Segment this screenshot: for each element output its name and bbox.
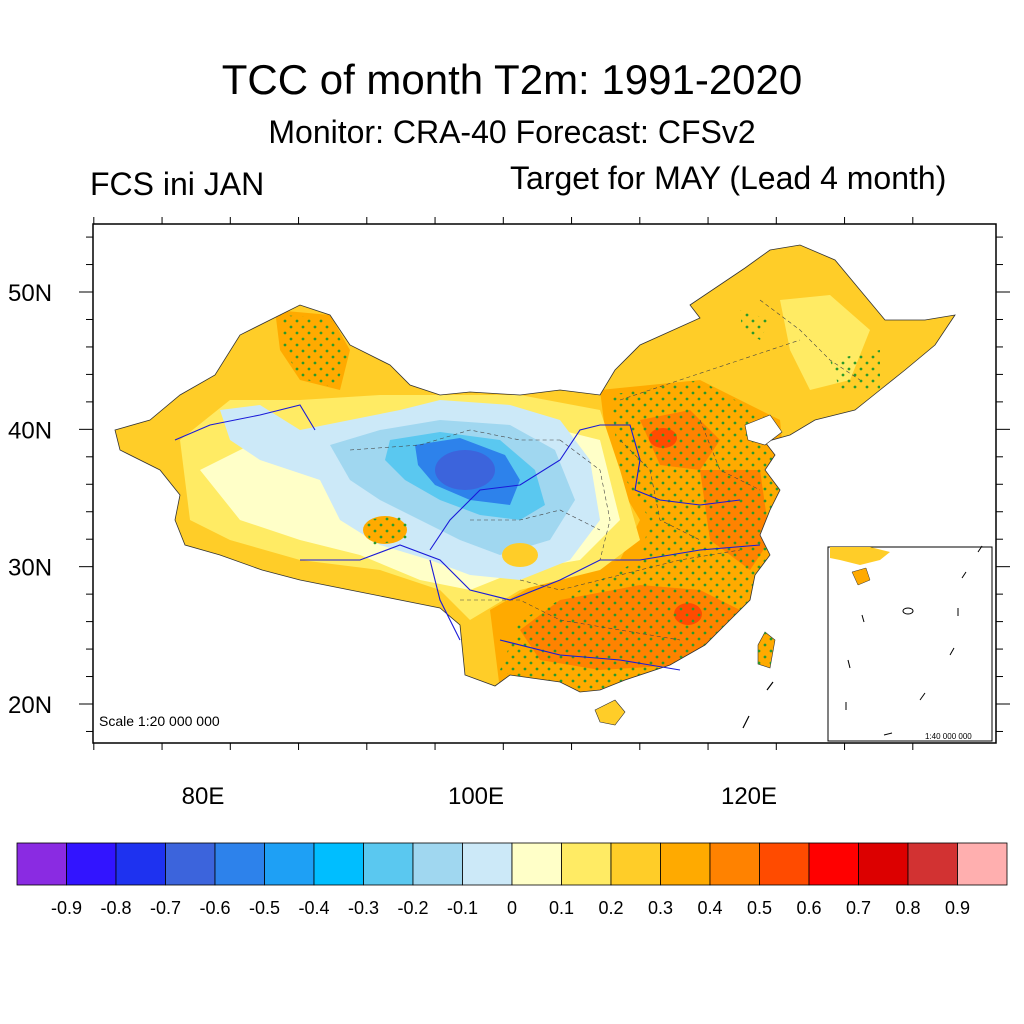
field-warm-blob-2 (502, 543, 538, 567)
colorbar-swatch (957, 842, 1008, 886)
colorbar-label: 0.3 (648, 898, 673, 918)
colorbar-swatch (907, 842, 958, 886)
colorbar-label: 0.1 (549, 898, 574, 918)
colorbar-label: 0.7 (846, 898, 871, 918)
china-outline (114, 244, 956, 693)
province-boundaries (349, 299, 861, 641)
colorbar-label: -0.6 (199, 898, 230, 918)
colorbar-swatch (808, 842, 859, 886)
colorbar-labels: -0.9 -0.8 -0.7 -0.6 -0.5 -0.4 -0.3 -0.2 -0.1 0 0.1… (51, 898, 970, 918)
lat-label: 30N (8, 555, 52, 582)
lon-labels: 80E 100E 120E (182, 783, 777, 810)
colorbar-swatch (16, 842, 67, 886)
colorbar-label: -0.7 (150, 898, 181, 918)
stipple-ne2 (830, 350, 880, 390)
colorbar-label: -0.2 (397, 898, 428, 918)
colorbar-swatch (214, 842, 265, 886)
page-subtitle: Monitor: CRA-40 Forecast: CFSv2 (268, 114, 756, 150)
inset-scale-text: 1:40 000 000 (925, 732, 972, 741)
colorbar-label: 0 (507, 898, 517, 918)
colorbar-swatch (759, 842, 810, 886)
stipple-east (500, 380, 785, 690)
colorbar-label: 0.2 (598, 898, 623, 918)
bohai-sea (744, 414, 783, 446)
colorbar-label: -0.3 (348, 898, 379, 918)
colorbar-swatch (660, 842, 711, 886)
colorbar-swatch (313, 842, 364, 886)
lon-label: 80E (182, 783, 225, 810)
colorbar-swatch (561, 842, 612, 886)
colorbar-label: -0.4 (298, 898, 329, 918)
colorbar-swatch (511, 842, 562, 886)
colorbar-swatch (462, 842, 513, 886)
colorbar-label: -0.9 (51, 898, 82, 918)
colorbar-label: 0.6 (796, 898, 821, 918)
colorbar-swatch (165, 842, 216, 886)
colorbar-label: 0.9 (945, 898, 970, 918)
colorbar-swatch (610, 842, 661, 886)
stipple-ne (740, 310, 770, 340)
south-china-sea-inset: 1:40 000 000 (827, 545, 993, 742)
colorbar-label: -0.5 (249, 898, 280, 918)
colorbar-swatch (858, 842, 909, 886)
colorbar-swatch (412, 842, 463, 886)
scale-text: Scale 1:20 000 000 (99, 713, 220, 729)
stipple-plateau (365, 515, 410, 545)
colorbar-label: -0.8 (100, 898, 131, 918)
colorbar-swatch (264, 842, 315, 886)
colorbar-swatch (66, 842, 117, 886)
colorbar-swatch (363, 842, 414, 886)
colorbar-label: 0.5 (747, 898, 772, 918)
colorbar-swatch (115, 842, 166, 886)
colorbar (16, 842, 1008, 886)
lon-label: 120E (721, 783, 777, 810)
rivers (174, 404, 761, 671)
colorbar-label: 0.8 (895, 898, 920, 918)
axis-ticks (79, 217, 1010, 750)
stipple-nw (280, 315, 348, 388)
hainan-island (594, 699, 626, 726)
init-label: FCS ini JAN (90, 166, 265, 202)
colorbar-label: -0.1 (447, 898, 478, 918)
field-deep-blue (435, 450, 495, 490)
page-title: TCC of month T2m: 1991-2020 (221, 56, 803, 103)
lat-label: 50N (8, 280, 52, 307)
colorbar-label: 0.4 (697, 898, 722, 918)
lat-labels: 50N 40N 30N 20N (8, 280, 52, 719)
target-label: Target for MAY (Lead 4 month) (510, 160, 947, 196)
island-dashes (742, 681, 774, 729)
lat-label: 20N (8, 692, 52, 719)
lon-label: 100E (448, 783, 504, 810)
colorbar-swatch (709, 842, 760, 886)
lat-label: 40N (8, 417, 52, 444)
